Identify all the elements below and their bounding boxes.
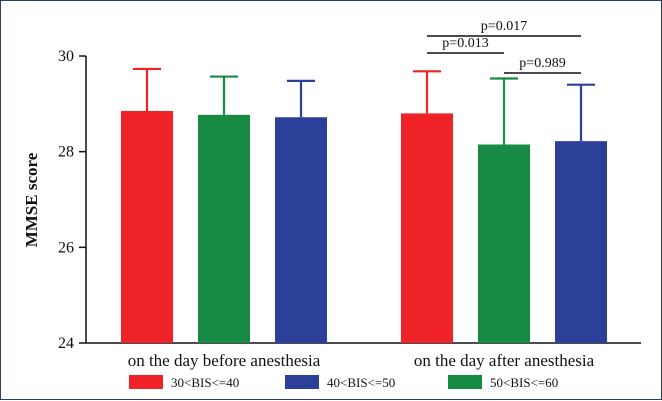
x-category-label-1: on the day after anesthesia: [414, 351, 595, 370]
annotation-label-1: p=0.013: [442, 36, 488, 51]
y-tick-label-1: 26: [58, 239, 74, 256]
bar-0-1: [198, 114, 250, 344]
legend-label-2: 50<BIS<=60: [490, 375, 558, 390]
bar-0-2: [275, 117, 327, 343]
legend-label-0: 30<BIS<=40: [171, 375, 239, 390]
bar-1-2: [555, 141, 607, 343]
y-tick-label-3: 30: [58, 48, 74, 65]
bar-0-0: [121, 111, 173, 343]
x-category-label-0: on the day before anesthesia: [128, 351, 321, 370]
y-tick-label-0: 24: [58, 335, 74, 352]
annotation-label-2: p=0.989: [519, 56, 565, 71]
legend-swatch-2: [448, 375, 482, 389]
y-tick-label-2: 28: [58, 144, 74, 161]
bar-1-0: [401, 113, 453, 344]
bar-1-1: [478, 144, 530, 343]
y-axis-label: MMSE score: [22, 152, 41, 247]
legend-label-1: 40<BIS<=50: [327, 375, 395, 390]
legend-swatch-1: [285, 375, 319, 389]
legend-swatch-0: [129, 375, 163, 389]
annotation-label-0: p=0.017: [481, 19, 527, 34]
